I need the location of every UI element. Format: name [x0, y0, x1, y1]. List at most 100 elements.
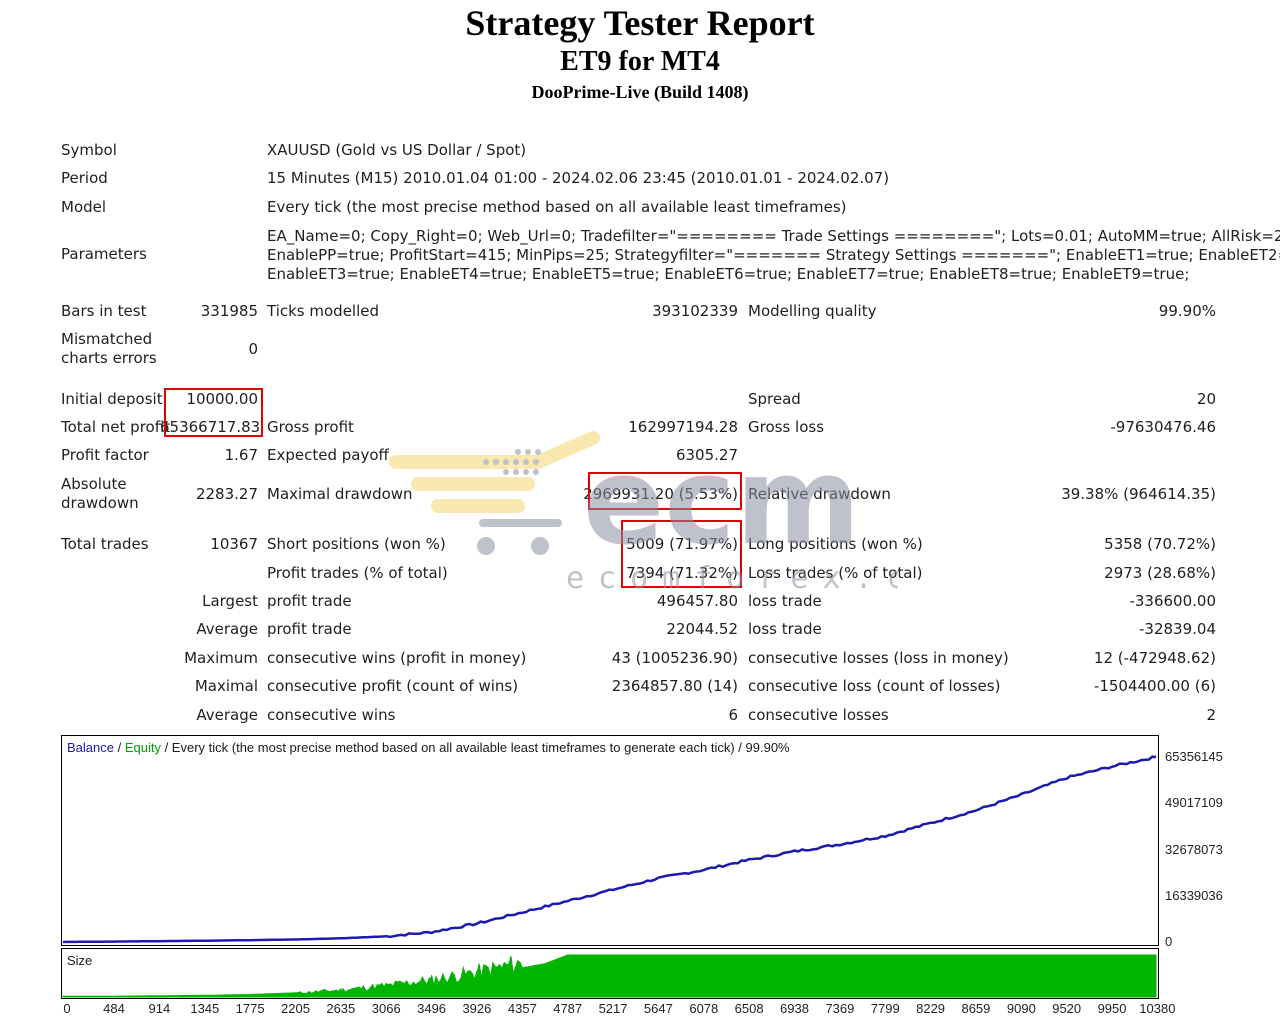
x-tick-label: 9520 — [1052, 1001, 1082, 1016]
y-tick-label: 0 — [1165, 934, 1173, 949]
average-loss-label: loss trade — [748, 620, 822, 638]
largest-loss-label: loss trade — [748, 592, 822, 610]
spread-value: 20 — [1196, 390, 1216, 408]
total-trades-label: Total trades — [61, 535, 149, 553]
bars-value: 331985 — [200, 302, 258, 320]
mismatch-label-2: charts errors — [61, 349, 157, 367]
largest-profit-label: profit trade — [267, 592, 352, 610]
absolute-drawdown-label-2: drawdown — [61, 494, 139, 512]
average-label: Average — [196, 620, 258, 638]
absolute-drawdown-label: Absolute — [61, 475, 127, 493]
symbol-value: XAUUSD (Gold vs US Dollar / Spot) — [267, 141, 527, 159]
size-label: Size — [67, 953, 93, 968]
average-consecutive-losses-value: 2 — [1206, 706, 1216, 724]
x-tick-label: 7369 — [825, 1001, 855, 1016]
modelling-quality-label: Modelling quality — [748, 302, 877, 320]
parameters-line: EA_Name=0; Copy_Right=0; Web_Url=0; Trad… — [267, 227, 1280, 245]
net-profit-label: Total net profit — [61, 418, 171, 436]
x-tick-label: 4357 — [507, 1001, 537, 1016]
ticks-label: Ticks modelled — [267, 302, 380, 320]
parameters-value: EA_Name=0; Copy_Right=0; Web_Url=0; Trad… — [267, 227, 1280, 284]
bars-label: Bars in test — [61, 302, 147, 320]
x-tick-label: 9090 — [1006, 1001, 1036, 1016]
largest-profit-value: 496457.80 — [656, 592, 738, 610]
x-tick-label: 6508 — [734, 1001, 764, 1016]
initial-deposit-value: 10000.00 — [186, 390, 258, 408]
x-tick-label: 914 — [148, 1001, 171, 1016]
average-consecutive-wins-label: consecutive wins — [267, 706, 396, 724]
period-value: 15 Minutes (M15) 2010.01.04 01:00 - 2024… — [267, 169, 890, 187]
y-tick-label: 32678073 — [1165, 841, 1223, 857]
average-consecutive-losses-label: consecutive losses — [748, 706, 889, 724]
maximal-consecutive-loss-value: -1504400.00 (6) — [1093, 677, 1216, 695]
absolute-drawdown-value: 2283.27 — [195, 485, 258, 503]
gross-profit-label: Gross profit — [267, 418, 354, 436]
x-tick-label: 4787 — [553, 1001, 583, 1016]
profit-factor-value: 1.67 — [224, 446, 258, 464]
expected-payoff-value: 6305.27 — [675, 446, 738, 464]
average-consecutive-wins-value: 6 — [728, 706, 738, 724]
size-chart — [61, 948, 1159, 999]
x-tick-label: 1775 — [235, 1001, 265, 1016]
max-consecutive-losses-value: 12 (-472948.62) — [1093, 649, 1216, 667]
legend-balance: Balance — [67, 740, 114, 755]
profit-trades-value: 7394 (71.32%) — [626, 564, 738, 582]
short-positions-value: 5009 (71.97%) — [626, 535, 738, 553]
report-subtitle: ET9 for MT4 — [560, 46, 720, 77]
x-tick-label: 6938 — [780, 1001, 809, 1016]
largest-loss-value: -336600.00 — [1129, 592, 1216, 610]
gross-profit-value: 162997194.28 — [628, 418, 738, 436]
legend-equity: Equity — [124, 740, 161, 755]
model-value: Every tick (the most precise method base… — [267, 198, 847, 216]
average-loss-value: -32839.04 — [1139, 620, 1216, 638]
x-tick-label: 8659 — [961, 1001, 991, 1016]
x-tick-label: 3066 — [371, 1001, 401, 1016]
x-tick-label: 3496 — [417, 1001, 447, 1016]
long-positions-label: Long positions (won %) — [748, 535, 923, 553]
parameters-line: EnablePP=true; ProfitStart=415; MinPips=… — [267, 246, 1280, 264]
x-tick-label: 8229 — [916, 1001, 946, 1016]
x-tick-label: 5647 — [643, 1001, 673, 1016]
short-positions-label: Short positions (won %) — [267, 535, 446, 553]
max-consecutive-wins-value: 43 (1005236.90) — [611, 649, 738, 667]
spread-label: Spread — [748, 390, 801, 408]
x-tick-label: 2635 — [326, 1001, 356, 1016]
x-tick-label: 1345 — [190, 1001, 220, 1016]
loss-trades-label: Loss trades (% of total) — [748, 564, 923, 582]
total-trades-value: 10367 — [210, 535, 258, 553]
expected-payoff-label: Expected payoff — [267, 446, 389, 464]
largest-label: Largest — [202, 592, 258, 610]
gross-loss-value: -97630476.46 — [1110, 418, 1216, 436]
y-tick-label: 16339036 — [1165, 887, 1223, 903]
mismatch-label: Mismatched — [61, 330, 153, 348]
symbol-label: Symbol — [61, 141, 117, 159]
size-area — [62, 954, 1157, 998]
chart-legend: Balance / Equity / Every tick (the most … — [67, 740, 790, 755]
highlight-max-drawdown — [588, 472, 742, 510]
modelling-quality-value: 99.90% — [1158, 302, 1216, 320]
initial-deposit-label: Initial deposit — [61, 390, 163, 408]
maximal-drawdown-label: Maximal drawdown — [267, 485, 413, 503]
average-consecutive-label: Average — [196, 706, 258, 724]
highlight-deposit-profit — [164, 388, 263, 437]
report-title: Strategy Tester Report — [465, 3, 815, 43]
maximal-label: Maximal — [194, 677, 258, 695]
model-label: Model — [61, 198, 107, 216]
period-label: Period — [61, 169, 108, 187]
x-tick-label: 2205 — [281, 1001, 310, 1016]
x-tick-label: 7799 — [870, 1001, 900, 1016]
x-tick-label: 5217 — [598, 1001, 628, 1016]
report-server: DooPrime-Live (Build 1408) — [531, 82, 749, 102]
parameters-line: EnableET3=true; EnableET4=true; EnableET… — [267, 265, 1190, 283]
x-tick-label: 10380 — [1139, 1001, 1176, 1016]
x-tick-label: 9950 — [1097, 1001, 1127, 1016]
mismatch-value: 0 — [248, 340, 258, 358]
maximal-consecutive-profit-label: consecutive profit (count of wins) — [267, 677, 519, 695]
parameters-label: Parameters — [61, 245, 147, 263]
profit-trades-label: Profit trades (% of total) — [267, 564, 448, 582]
balance-line — [62, 755, 1157, 944]
max-consecutive-losses-label: consecutive losses (loss in money) — [748, 649, 1009, 667]
ticks-value: 393102339 — [652, 302, 738, 320]
loss-trades-value: 2973 (28.68%) — [1104, 564, 1216, 582]
relative-drawdown-value: 39.38% (964614.35) — [1061, 485, 1216, 503]
